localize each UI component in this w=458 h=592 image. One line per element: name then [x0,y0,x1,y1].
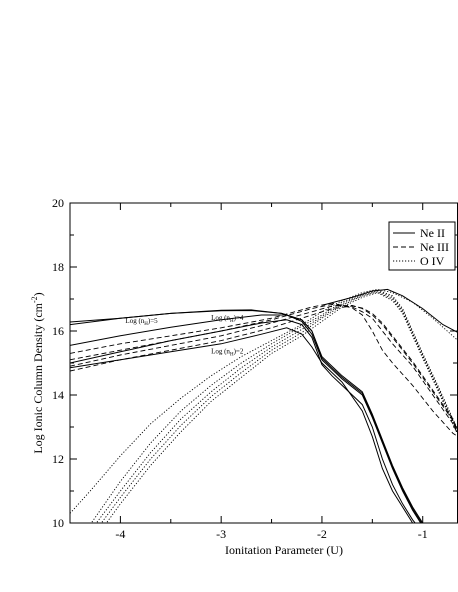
legend-box [388,221,456,271]
y-tick-label: 14 [52,388,64,402]
y-tick-label: 20 [52,196,64,210]
annotations: Log (nH)=5 Log (nH)=4 Log (nH)=2 [125,314,243,358]
series-line-solid-0 [70,309,424,523]
series-line-dotted-14 [105,292,458,523]
x-tick-label: -4 [115,527,125,541]
density-annotation-2: Log (nH)=2 [211,347,244,357]
series-line-dashed-7 [70,303,458,436]
legend-label: Ne III [420,240,449,254]
series-line-solid-4 [70,327,414,523]
ticks-layer: -4 -3 -2 -1 10 12 14 16 18 20 [52,196,457,541]
y-tick-label: 10 [52,516,64,530]
y-axis-label-sup: -2 [30,296,39,303]
series-line-dotted-11 [90,289,458,523]
x-tick-label: -1 [418,527,428,541]
series-line-dotted-13 [100,291,458,523]
y-axis-label-close: ) [31,292,45,296]
density-annotation-1: Log (nH)=4 [211,314,244,324]
legend-label: O IV [420,254,445,268]
x-axis-label: Ionitation Parameter (U) [225,543,343,557]
legend-label: Ne II [420,226,445,240]
x-tick-label: -2 [317,527,327,541]
density-annotation-0: Log (nH)=5 [125,317,158,327]
y-axis-label-main: Log Ionic Column Density (cm [31,302,45,453]
series-line-dashed-6 [70,302,458,437]
x-tick-label: -3 [216,527,226,541]
series-line-solid-5 [321,288,458,334]
series-layer [70,288,458,523]
series-line-dashed-8 [70,304,458,434]
y-tick-label: 18 [52,260,64,274]
y-axis-label: Log Ionic Column Density (cm-2) [30,292,45,453]
series-line-solid-1 [70,309,423,523]
y-tick-label: 16 [52,324,64,338]
series-line-dashed-9 [70,305,458,432]
y-tick-label: 12 [52,452,64,466]
series-line-solid-2 [70,314,422,523]
series-line-dotted-10 [70,288,458,514]
